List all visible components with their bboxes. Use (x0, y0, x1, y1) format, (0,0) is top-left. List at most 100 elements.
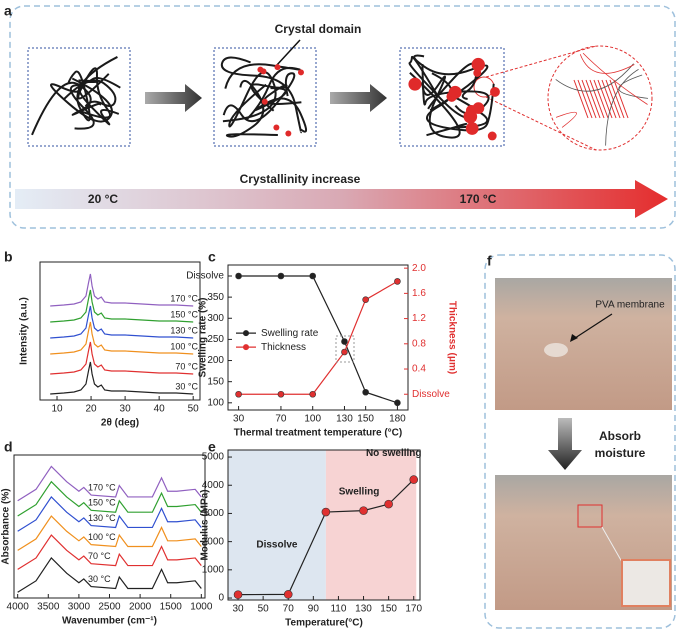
temp-label: 20 °C (88, 192, 118, 206)
y-tick-label: 2000 (202, 536, 225, 547)
x-tick-label: 30 (232, 604, 244, 615)
polymer-chain (582, 52, 648, 105)
point (321, 507, 331, 517)
y-axis-label: Intensity (a.u.) (19, 297, 30, 365)
y-tick-label: 1000 (202, 564, 225, 575)
series-label: 170 °C (88, 482, 116, 492)
series-label: 170 °C (170, 293, 198, 303)
series-label: 100 °C (88, 532, 116, 542)
polymer-chain (555, 63, 634, 92)
y2-tick-label: 0.4 (412, 364, 426, 375)
point (409, 475, 419, 484)
region (325, 450, 417, 600)
y-tick-label: 300 (207, 313, 224, 324)
crystal-domain (274, 64, 281, 71)
network-box (399, 47, 505, 147)
series-line (50, 273, 194, 307)
series-label: 150 °C (88, 498, 116, 508)
point (277, 390, 285, 398)
panel-label: e (208, 439, 216, 455)
pointer (571, 313, 613, 341)
x-tick-label: 130 (336, 414, 353, 425)
crystal-domain (261, 98, 268, 105)
crystal-domain (257, 66, 264, 73)
step-arrow (330, 84, 387, 112)
point (341, 348, 348, 356)
y-tick-label: 150 (207, 376, 224, 387)
zoom-line (601, 526, 623, 563)
crystal-domain (285, 130, 292, 137)
x-tick-label: 50 (188, 404, 200, 415)
polymer-chain (605, 69, 639, 146)
arrow-label: Absorb (599, 429, 641, 443)
step-arrow (145, 84, 202, 112)
region-label: Dissolve (256, 540, 298, 551)
series-line (50, 361, 194, 395)
point (394, 278, 401, 285)
y-tick-label: 4000 (202, 480, 225, 491)
x-tick-label: 2000 (129, 602, 152, 613)
series-line (238, 275, 398, 404)
arrow-label: Crystallinity increase (240, 172, 361, 186)
polymer-chain (224, 63, 301, 121)
temp-label: 170 °C (460, 192, 497, 206)
x-tick-label: 4000 (7, 602, 30, 613)
x-tick-label: 70 (275, 414, 287, 425)
gradient-arrow (15, 180, 668, 218)
lamella (577, 79, 593, 119)
photo-label: PVA membrane (595, 300, 665, 311)
y-tick-label: 100 (207, 397, 224, 408)
x-tick-label: 3500 (37, 602, 60, 613)
point (283, 590, 293, 599)
crystal-domain (408, 77, 422, 91)
polymer-chain (67, 56, 118, 122)
plot-frame (227, 264, 409, 411)
panel-frame (484, 254, 676, 629)
plot-frame (227, 449, 421, 601)
polymer-chain (62, 79, 117, 107)
x-tick-label: 1500 (160, 602, 183, 613)
crystal-domain (472, 102, 485, 114)
x-axis-label: Thermal treatment temperature (°C) (234, 428, 402, 439)
lamella (573, 79, 589, 119)
y-tick-label: 0 (218, 593, 224, 604)
lamella (601, 79, 617, 119)
series-line (50, 289, 194, 323)
photo (495, 278, 672, 410)
point (384, 499, 393, 509)
legend-marker (243, 344, 249, 351)
polymer-drawing (27, 47, 649, 147)
crystal-domain (448, 85, 462, 99)
crystal-domain (273, 124, 280, 131)
series-line (17, 557, 202, 593)
series-label: 130 °C (88, 513, 116, 523)
x-axis-label: Wavenumber (cm⁻¹) (62, 616, 157, 627)
y-tick-label: Dissolve (186, 271, 224, 282)
polymer-chain (222, 72, 296, 123)
lamella (613, 79, 629, 119)
lamella (585, 79, 601, 119)
annotation: No swelling (366, 448, 422, 459)
legend-label: Thickness (261, 342, 306, 353)
point (359, 506, 368, 515)
series-line (17, 496, 202, 532)
highlight-box (335, 335, 355, 363)
polymer-chain (618, 74, 649, 99)
membrane (544, 343, 568, 357)
x-tick-label: 40 (154, 404, 166, 415)
crystal-label: Crystal domain (275, 22, 362, 36)
y2-tick-label: 0.8 (412, 338, 426, 349)
panel-label: f (487, 253, 492, 269)
lamella (589, 79, 605, 119)
series-line (238, 479, 415, 596)
series-label: 100 °C (170, 341, 198, 351)
point (235, 390, 242, 398)
y-axis-label: Modulus (MPa) (200, 489, 211, 560)
panel-label: d (4, 439, 13, 455)
panel-label: a (4, 3, 12, 19)
y2-tick-label: 2.0 (412, 263, 426, 274)
highlight (577, 504, 603, 528)
inset (621, 559, 671, 607)
polymer-chain (413, 54, 489, 112)
